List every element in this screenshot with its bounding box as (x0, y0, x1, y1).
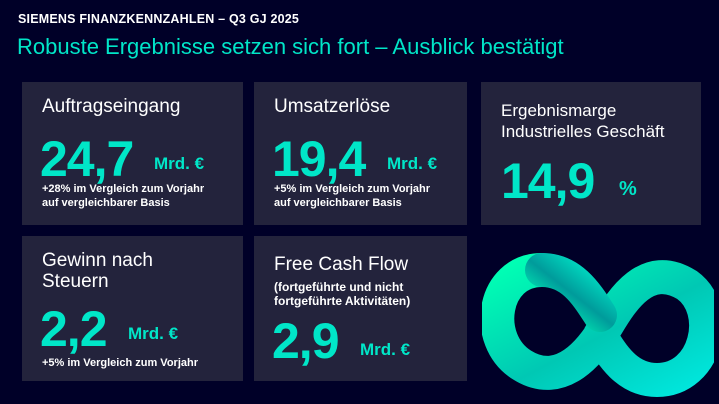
kpi-note-line1: +28% im Vergleich zum Vorjahr (42, 183, 205, 195)
kpi-sub-line2: fortgeführte Aktivitäten) (274, 294, 411, 308)
kpi-note-line2: auf vergleichbarer Basis (42, 197, 170, 209)
kpi-unit: Mrd. € (360, 340, 411, 359)
kpi-unit: % (619, 178, 637, 200)
kpi-label: Free Cash Flow (274, 254, 409, 275)
kpi-label: Auftragseingang (42, 96, 181, 117)
kpi-card-net-income: Gewinn nach Steuern 2,2 Mrd. € +5% im Ve… (22, 236, 243, 381)
header-kicker: SIEMENS FINANZKENNZAHLEN – Q3 GJ 2025 (18, 12, 300, 26)
kpi-card-orders: Auftragseingang 24,7 Mrd. € +28% im Verg… (22, 82, 243, 225)
kpi-card-revenue: Umsatzerlöse 19,4 Mrd. € +5% im Vergleic… (254, 82, 467, 225)
page-headline: Robuste Ergebnisse setzen sich fort – Au… (17, 34, 564, 59)
kpi-value: 2,2 (40, 301, 108, 357)
kpi-unit: Mrd. € (387, 154, 438, 173)
kpi-unit: Mrd. € (128, 324, 179, 343)
kpi-label-line2: Steuern (42, 271, 109, 292)
infinity-icon (482, 253, 714, 398)
kpi-sub-line1: (fortgeführte und nicht (274, 280, 404, 294)
kpi-card-free-cash-flow: Free Cash Flow (fortgeführte und nicht f… (254, 236, 467, 381)
kpi-label-line1: Ergebnismarge (501, 101, 617, 120)
kpi-note-line2: auf vergleichbarer Basis (274, 197, 402, 209)
kpi-value: 2,9 (272, 313, 340, 369)
kpi-label-line1: Gewinn nach (42, 250, 153, 271)
kpi-value: 14,9 (501, 153, 595, 209)
kpi-label-line2: Industrielles Geschäft (501, 122, 665, 141)
kpi-note-line1: +5% im Vergleich zum Vorjahr (42, 357, 198, 369)
kpi-note-line1: +5% im Vergleich zum Vorjahr (274, 183, 430, 195)
kpi-value: 19,4 (272, 131, 366, 187)
kpi-unit: Mrd. € (154, 154, 205, 173)
kpi-value: 24,7 (40, 131, 134, 187)
kpi-label: Umsatzerlöse (274, 96, 391, 117)
kpi-card-margin: Ergebnismarge Industrielles Geschäft 14,… (481, 82, 701, 225)
